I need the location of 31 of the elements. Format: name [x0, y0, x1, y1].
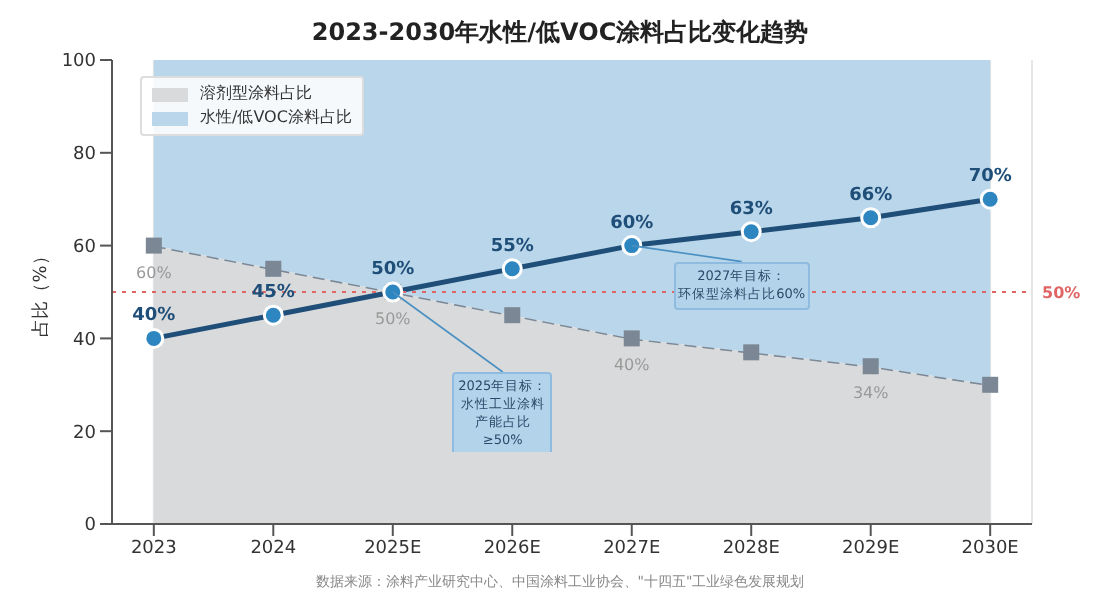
x-tick-label: 2024: [250, 538, 297, 559]
y-tick-label: 20: [73, 423, 97, 444]
y-axis-title: 占比（%）: [30, 247, 53, 337]
data-label: 70%: [968, 167, 1012, 188]
x-tick-label: 2029E: [842, 538, 900, 559]
data-label: 50%: [371, 260, 415, 280]
x-tick-label: 2027E: [603, 538, 661, 559]
data-label: 55%: [490, 236, 534, 257]
data-label: 34%: [852, 384, 890, 403]
chart-title: 2023-2030年水性/低VOC涂料占比变化趋势: [309, 16, 811, 48]
data-label: 63%: [729, 199, 773, 220]
y-tick-label: 60: [73, 237, 97, 258]
x-tick-label: 2025E: [364, 538, 422, 559]
x-tick-label: 2023: [130, 538, 177, 559]
legend-label: 溶剂型涂料占比: [200, 82, 312, 106]
x-tick-label: 2030E: [961, 538, 1020, 559]
y-tick-label: 0: [84, 516, 97, 537]
ref-line-label: 50%: [1042, 283, 1081, 302]
data-label: 66%: [849, 185, 893, 206]
data-label: 60%: [136, 263, 173, 282]
y-tick-label: 40: [73, 330, 97, 351]
x-tick-label: 2028E: [722, 538, 781, 559]
data-label: 40%: [613, 356, 651, 375]
legend-label: 水性/低VOC涂料占比: [200, 106, 352, 130]
data-label: 40%: [132, 306, 176, 327]
x-tick-label: 2026E: [483, 538, 542, 559]
data-label: 60%: [610, 213, 654, 234]
y-tick-label: 80: [73, 145, 97, 166]
y-tick-label: 100: [61, 52, 97, 73]
data-label: 50%: [375, 310, 412, 328]
data-label: 45%: [251, 283, 295, 304]
